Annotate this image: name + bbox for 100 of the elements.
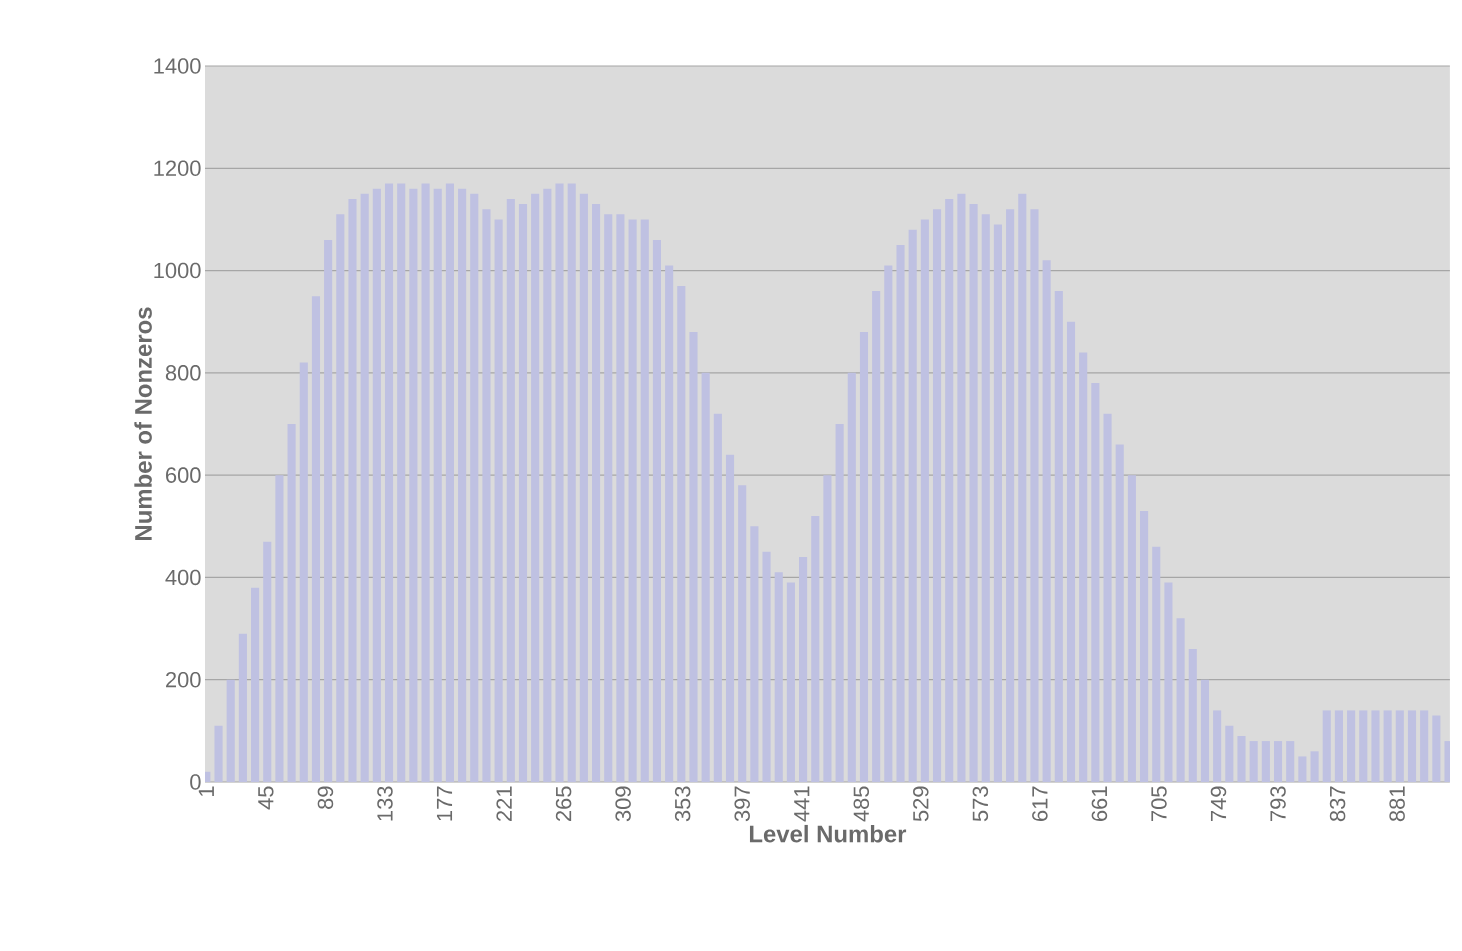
bar bbox=[1054, 291, 1063, 782]
bar bbox=[799, 556, 808, 782]
x-tick-label: 881 bbox=[1389, 786, 1405, 822]
bar bbox=[360, 193, 369, 782]
bar bbox=[494, 219, 503, 782]
bar bbox=[1347, 710, 1356, 782]
bar bbox=[628, 219, 637, 782]
bar bbox=[433, 188, 442, 782]
bar bbox=[835, 424, 844, 782]
bar bbox=[750, 526, 759, 782]
bar bbox=[652, 239, 661, 782]
bar bbox=[932, 209, 942, 782]
x-tick-label: 793 bbox=[1270, 786, 1286, 821]
bar bbox=[811, 516, 820, 782]
bar bbox=[1079, 352, 1088, 782]
bar bbox=[1298, 756, 1307, 782]
bar bbox=[1042, 260, 1051, 782]
bar bbox=[324, 239, 333, 782]
x-tick-label: 617 bbox=[1032, 786, 1048, 821]
x-tick-label: 485 bbox=[853, 786, 870, 822]
bar bbox=[920, 219, 929, 782]
y-tick-label: 1000 bbox=[154, 262, 201, 279]
bar bbox=[604, 214, 613, 782]
y-tick-label: 400 bbox=[165, 569, 201, 586]
bar bbox=[616, 214, 625, 782]
x-tick-label: 661 bbox=[1091, 786, 1108, 821]
bar bbox=[1334, 710, 1343, 782]
bar bbox=[409, 188, 418, 782]
bar bbox=[458, 188, 467, 782]
bar bbox=[1152, 546, 1161, 782]
bar bbox=[738, 485, 747, 782]
x-tick-label: 397 bbox=[734, 786, 750, 822]
bar bbox=[348, 198, 357, 782]
bar bbox=[859, 331, 869, 782]
y-tick-label: 200 bbox=[166, 671, 201, 688]
bar bbox=[543, 188, 552, 782]
bar bbox=[592, 204, 601, 782]
bar bbox=[470, 193, 479, 782]
bar bbox=[969, 204, 978, 782]
bar bbox=[908, 229, 917, 782]
bar bbox=[263, 541, 272, 782]
x-tick-label: 265 bbox=[555, 786, 572, 821]
bar bbox=[701, 372, 710, 782]
bar bbox=[884, 265, 893, 782]
x-tick-label: 133 bbox=[377, 786, 393, 821]
bar bbox=[1006, 209, 1015, 782]
bar bbox=[1286, 741, 1295, 782]
bar bbox=[1140, 510, 1149, 782]
bar bbox=[372, 188, 381, 782]
bar bbox=[531, 193, 540, 782]
x-tick-label: 221 bbox=[496, 786, 512, 821]
x-tick-label: 749 bbox=[1210, 786, 1227, 821]
bar bbox=[336, 214, 345, 782]
bar bbox=[640, 219, 649, 782]
bar bbox=[445, 183, 454, 782]
x-axis-title: Level Number bbox=[749, 824, 907, 843]
bar bbox=[1237, 735, 1246, 782]
x-tick-label: 353 bbox=[674, 786, 691, 822]
bar bbox=[725, 454, 735, 782]
bar bbox=[579, 193, 588, 782]
bar bbox=[1395, 710, 1404, 782]
bar bbox=[993, 224, 1002, 782]
bar bbox=[1103, 413, 1112, 782]
bar bbox=[1066, 321, 1076, 782]
bar bbox=[847, 372, 856, 782]
bar bbox=[506, 198, 515, 782]
y-tick-label: 1400 bbox=[154, 58, 201, 74]
bar bbox=[689, 331, 698, 782]
y-tick-label: 1200 bbox=[154, 160, 201, 177]
bar bbox=[518, 204, 528, 782]
y-tick-label: 800 bbox=[165, 365, 201, 381]
bar bbox=[1018, 193, 1027, 782]
x-tick-label: 441 bbox=[794, 786, 810, 822]
bar bbox=[1176, 618, 1185, 782]
bar bbox=[1383, 710, 1392, 782]
bar bbox=[1030, 209, 1039, 782]
x-tick-label: 177 bbox=[436, 786, 453, 821]
bar bbox=[384, 183, 394, 782]
bar bbox=[251, 587, 260, 782]
bar bbox=[713, 413, 722, 782]
bar bbox=[665, 265, 674, 782]
bar bbox=[287, 424, 296, 782]
bar bbox=[945, 198, 954, 782]
bar bbox=[1164, 582, 1173, 782]
y-tick-label: 600 bbox=[166, 467, 201, 483]
bar bbox=[1420, 710, 1429, 782]
x-tick-label: 573 bbox=[972, 786, 989, 822]
bar bbox=[823, 475, 832, 782]
bar bbox=[555, 183, 564, 782]
bar bbox=[1213, 710, 1222, 782]
bar bbox=[1091, 383, 1100, 782]
x-tick-label: 45 bbox=[258, 786, 274, 810]
x-tick-label: 529 bbox=[913, 786, 929, 822]
bar bbox=[1249, 741, 1258, 782]
bar bbox=[1432, 715, 1441, 782]
bar bbox=[1261, 741, 1270, 782]
bar bbox=[1371, 710, 1380, 782]
bar bbox=[896, 244, 905, 782]
bar bbox=[397, 183, 406, 782]
bar bbox=[1359, 710, 1368, 782]
